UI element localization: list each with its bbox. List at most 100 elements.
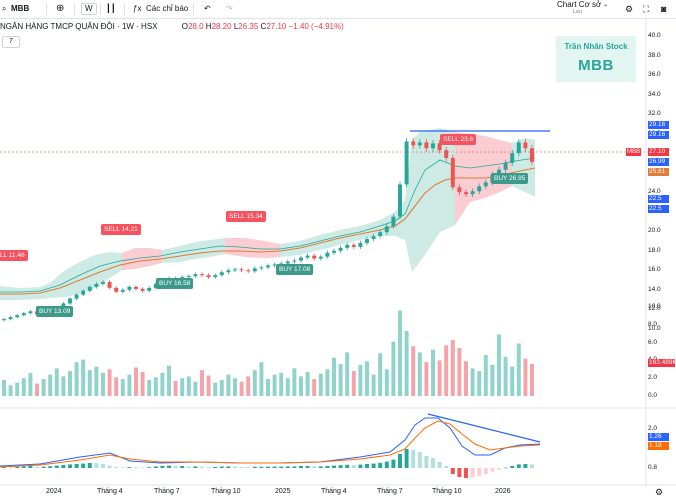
candle-body: [424, 142, 429, 149]
redo-icon[interactable]: ↷: [226, 4, 233, 13]
settings-gear-icon[interactable]: ⚙: [655, 487, 664, 497]
macd-histogram-bar: [457, 468, 462, 477]
candle-body: [464, 192, 468, 195]
macd-histogram-bar: [35, 466, 39, 468]
legend-title[interactable]: NGÂN HÀNG TMCP QUÂN ĐỘI · 1W · HSX: [0, 22, 158, 31]
legend-close-label: C: [260, 22, 267, 31]
macd-histogram-bar: [180, 466, 185, 468]
author-badge: Trần Nhân Stock MBB: [556, 36, 636, 82]
macd-histogram-bar: [510, 466, 515, 468]
layout-name-button[interactable]: Chart Cơ sở: [557, 0, 602, 9]
macd-histogram-bar: [305, 466, 310, 468]
macd-histogram-bar: [167, 465, 171, 468]
macd-histogram-bar: [259, 466, 264, 468]
candle-body: [351, 244, 356, 247]
symbol-legend: NGÂN HÀNG TMCP QUÂN ĐỘI · 1W · HSX O28.0…: [0, 22, 344, 31]
price-axis-label: 24.0: [648, 188, 661, 196]
volume-bar: [153, 377, 158, 396]
price-axis-label: 38.0: [648, 51, 661, 59]
volume-bar: [180, 378, 185, 396]
macd-histogram-bar: [378, 462, 383, 468]
volume-bar: [87, 370, 92, 396]
candle-body: [332, 250, 336, 253]
signal-label-sell: LL 11.46: [0, 250, 28, 261]
volume-bar: [470, 368, 475, 396]
macd-histogram-bar: [219, 466, 224, 468]
volume-layer: [2, 310, 534, 396]
signal-label-buy: BUY 16.58: [156, 278, 194, 289]
macd-histogram-bar: [48, 466, 53, 468]
volume-bar: [259, 362, 264, 396]
volume-bar: [457, 347, 462, 396]
volume-bar: [510, 366, 515, 396]
price-axis-label: 12.0: [648, 305, 661, 313]
fullscreen-icon[interactable]: ⛶: [643, 4, 650, 14]
volume-bar: [431, 349, 435, 396]
candle-body: [140, 288, 145, 291]
macd-histogram-bar: [279, 466, 284, 468]
volume-bar: [114, 377, 119, 396]
macd-line: [0, 417, 541, 467]
candle-body: [101, 282, 105, 284]
macd-histogram-bar: [233, 466, 237, 468]
macd-histogram-bar: [153, 466, 158, 468]
volume-bar: [338, 363, 343, 396]
symbol-price-tag: MBB: [626, 148, 642, 156]
macd-histogram-bar: [101, 464, 105, 468]
macd-histogram-bar: [332, 465, 336, 468]
interval-button[interactable]: W: [81, 3, 97, 15]
macd-histogram-bar: [252, 466, 257, 468]
settings-icon[interactable]: ⚙: [625, 4, 634, 14]
indicators-collapse-button[interactable]: 7: [2, 36, 20, 48]
candle-body: [233, 269, 237, 271]
macd-histogram-bar: [54, 465, 59, 468]
volume-bar: [497, 334, 501, 396]
snapshot-icon[interactable]: ◙: [661, 4, 667, 14]
candle-body: [345, 244, 350, 248]
macd-histogram-bar: [345, 464, 350, 468]
volume-bar: [417, 352, 422, 396]
candle-body: [483, 182, 488, 187]
volume-axis-label: 6.0: [648, 338, 658, 346]
volume-bar: [94, 366, 99, 396]
layout-status: Lưu: [573, 9, 582, 15]
indicators-icon[interactable]: ƒx: [133, 4, 142, 13]
candle-body: [470, 191, 475, 195]
volume-bar: [246, 376, 251, 396]
candles-icon[interactable]: ┃┃: [106, 4, 116, 13]
candle-body: [325, 252, 330, 257]
signal-label-buy: BUY 17.08: [276, 264, 314, 275]
volume-axis-label: 0.0: [648, 392, 658, 399]
candles-layer: [2, 138, 534, 322]
price-axis-label: 40.0: [648, 32, 661, 39]
volume-bar: [272, 374, 277, 396]
macd-histogram-bar: [398, 454, 402, 468]
macd-histogram-bar: [516, 464, 521, 468]
volume-bar: [173, 380, 178, 396]
symbol-search-button[interactable]: MBB: [11, 4, 30, 13]
legend-change: −1.40 (−4.91%): [288, 22, 344, 31]
layout-dropdown-icon[interactable]: ⌄: [603, 2, 609, 8]
volume-bar: [424, 362, 429, 396]
candle-body: [358, 242, 363, 247]
candle-body: [292, 260, 297, 262]
badge-symbol: MBB: [578, 57, 614, 74]
candle-body: [417, 142, 422, 146]
candle-body: [285, 261, 290, 264]
volume-bar: [411, 346, 416, 396]
candle-body: [15, 315, 20, 318]
compare-add-icon[interactable]: ⊕: [56, 3, 65, 14]
volume-bar: [15, 382, 20, 396]
undo-icon[interactable]: ↶: [204, 4, 211, 13]
candle-body: [318, 256, 323, 259]
collapse-count: 7: [9, 38, 13, 45]
macd-histogram-bar: [239, 467, 244, 468]
search-icon[interactable]: ⌕: [2, 4, 7, 13]
candle-body: [497, 169, 501, 175]
legend-open: 28.0: [187, 22, 204, 31]
volume-bar: [325, 369, 330, 396]
candle-body: [120, 289, 125, 292]
candle-body: [450, 158, 455, 188]
indicators-button[interactable]: Các chỉ báo: [146, 4, 189, 13]
